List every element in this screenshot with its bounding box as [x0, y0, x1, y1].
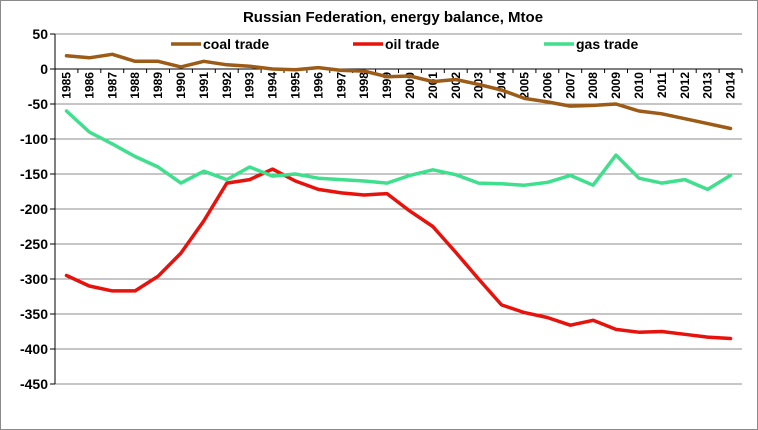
- x-tick-label: 1992: [220, 72, 234, 99]
- x-tick-label: 2013: [701, 72, 715, 99]
- x-tick-label: 2004: [495, 72, 509, 99]
- legend: coal trade oil trade gas trade: [171, 36, 638, 52]
- x-tick-label: 1987: [105, 72, 119, 99]
- x-tick-label: 1998: [357, 72, 371, 99]
- x-tick-label: 2011: [655, 72, 669, 98]
- x-tick-label: 1985: [59, 72, 73, 99]
- series-lines: [64, 52, 733, 341]
- series-line-gas-trade: [64, 109, 733, 192]
- legend-label: gas trade: [576, 36, 638, 52]
- x-tick-label: 2009: [609, 72, 623, 99]
- series-line-oil-trade: [64, 167, 733, 341]
- x-tick-label: 2007: [563, 72, 577, 99]
- x-tick-label: 1994: [266, 72, 280, 99]
- y-tick-label: -50: [28, 96, 48, 112]
- x-tick-label: 2008: [586, 72, 600, 99]
- x-axis-ticks: 1985 1986 1987 1988 1989 1990 1991 1992 1993 1994…: [54, 69, 743, 99]
- x-tick-label: 2002: [449, 72, 463, 99]
- x-tick-label: 1995: [288, 72, 302, 99]
- x-tick-label: 2014: [724, 72, 738, 99]
- y-tick-label: -150: [20, 166, 48, 182]
- x-tick-label: 1989: [151, 72, 165, 99]
- x-tick-label: 1999: [380, 72, 394, 99]
- x-tick-label: 2012: [678, 72, 692, 99]
- y-tick-label: 0: [40, 61, 48, 77]
- x-tick-label: 1997: [334, 72, 348, 99]
- x-tick-label: 1996: [311, 72, 325, 99]
- x-tick-label: 1988: [128, 72, 142, 99]
- y-tick-label: 50: [32, 26, 48, 42]
- y-tick-label: -300: [20, 271, 48, 287]
- y-tick-label: -250: [20, 236, 48, 252]
- x-tick-label: 1991: [197, 72, 211, 99]
- x-tick-label: 1986: [82, 72, 96, 99]
- x-tick-label: 1990: [174, 72, 188, 99]
- chart-title: Russian Federation, energy balance, Mtoe: [243, 9, 543, 26]
- y-tick-label: -100: [20, 131, 48, 147]
- x-tick-label: 2001: [426, 72, 440, 99]
- legend-label: coal trade: [203, 36, 269, 52]
- y-tick-label: -350: [20, 306, 48, 322]
- y-tick-label: -400: [20, 341, 48, 357]
- y-axis-ticks: 50 0 -50 -100 -150 -200 -250 -300 -350 -400 -450: [20, 26, 55, 392]
- legend-label: oil trade: [385, 36, 440, 52]
- x-tick-label: 2006: [540, 72, 554, 99]
- y-tick-label: -450: [20, 376, 48, 392]
- series-line-coal-trade: [64, 52, 733, 131]
- x-tick-label: 1993: [243, 72, 257, 99]
- y-tick-label: -200: [20, 201, 48, 217]
- x-tick-label: 2005: [517, 72, 531, 99]
- x-tick-label: 2010: [632, 72, 646, 99]
